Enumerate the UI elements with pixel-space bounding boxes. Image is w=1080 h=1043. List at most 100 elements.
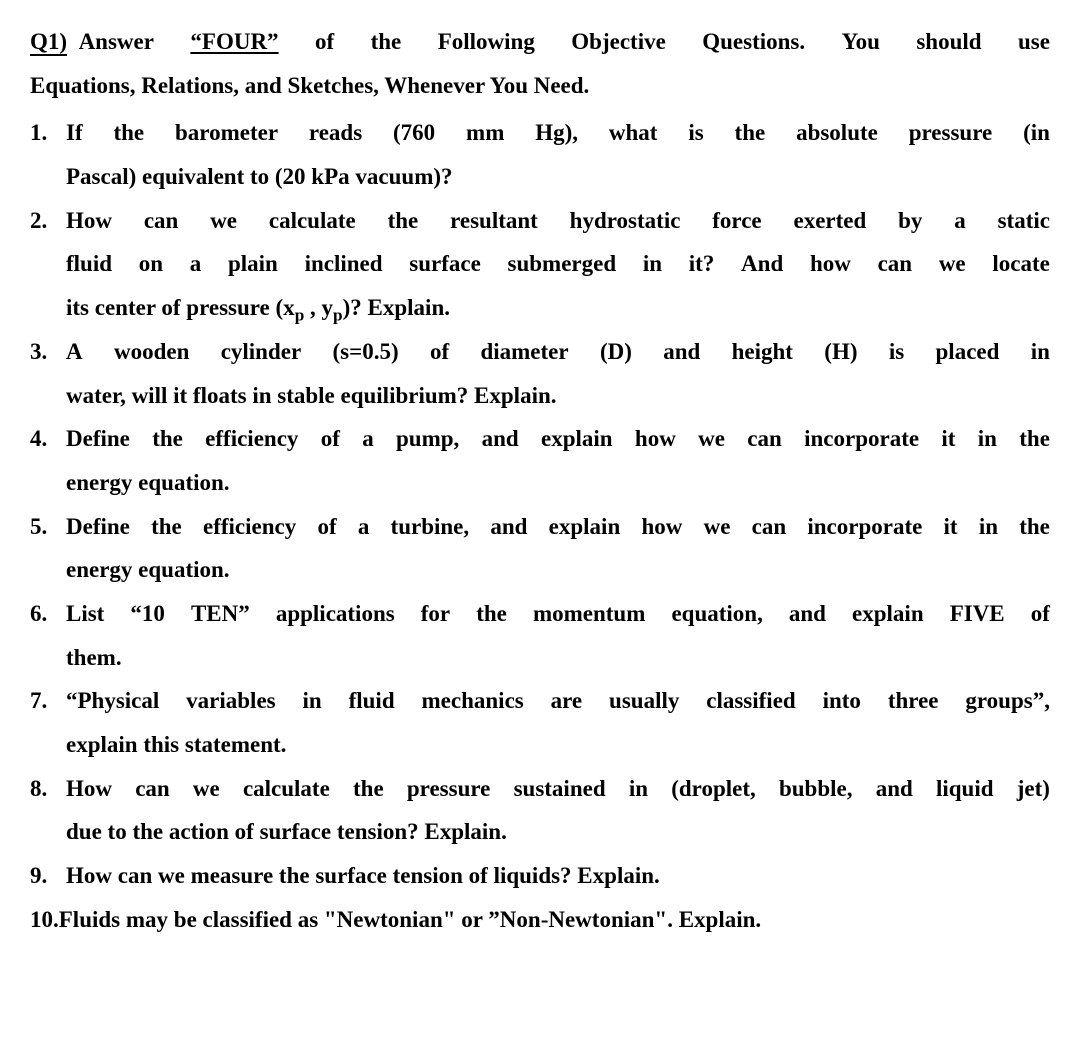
question-item: Ifthebarometerreads(760mmHg),whatistheab… bbox=[30, 111, 1050, 198]
word: the bbox=[151, 505, 182, 549]
header-word: of bbox=[315, 20, 334, 64]
word: efficiency bbox=[203, 505, 296, 549]
word: incorporate bbox=[804, 417, 919, 461]
question-header: Q1) Answer“FOUR”oftheFollowingObjectiveQ… bbox=[30, 20, 1050, 107]
subscript: p bbox=[333, 306, 343, 325]
question-line: Awoodencylinder(s=0.5)ofdiameter(D)andhe… bbox=[66, 330, 1050, 374]
word: it? bbox=[689, 242, 715, 286]
header-word: should bbox=[916, 20, 981, 64]
question-item: Definetheefficiencyofapump,andexplainhow… bbox=[30, 417, 1050, 504]
word: pressure bbox=[407, 767, 491, 811]
question-item: How can we measure the surface tension o… bbox=[30, 854, 1050, 898]
question-line: Definetheefficiencyofaturbine,andexplain… bbox=[66, 505, 1050, 549]
word: in bbox=[979, 505, 998, 549]
word: height bbox=[732, 330, 793, 374]
word: of bbox=[321, 417, 340, 461]
word: plain bbox=[228, 242, 278, 286]
word: usually bbox=[609, 679, 679, 723]
header-word: Questions. bbox=[702, 20, 805, 64]
word: resultant bbox=[450, 199, 538, 243]
word: the bbox=[476, 592, 507, 636]
word: are bbox=[551, 679, 583, 723]
question-line: energy equation. bbox=[66, 461, 1050, 505]
word: explain bbox=[541, 417, 613, 461]
word: in bbox=[303, 679, 322, 723]
word: into bbox=[823, 679, 861, 723]
word: on bbox=[139, 242, 163, 286]
word: applications bbox=[276, 592, 395, 636]
question-line: Pascal) equivalent to (20 kPa vacuum)? bbox=[66, 155, 1050, 199]
question-line: List“10TEN”applicationsforthemomentumequ… bbox=[66, 592, 1050, 636]
word: wooden bbox=[114, 330, 189, 374]
word: And bbox=[741, 242, 783, 286]
word: absolute bbox=[796, 111, 878, 155]
word: we bbox=[698, 417, 725, 461]
header-word: use bbox=[1018, 20, 1050, 64]
question-line: Ifthebarometerreads(760mmHg),whatistheab… bbox=[66, 111, 1050, 155]
word: (s=0.5) bbox=[333, 330, 399, 374]
header-word: “FOUR” bbox=[190, 20, 278, 64]
word: sustained bbox=[514, 767, 606, 811]
word: for bbox=[421, 592, 450, 636]
word: is bbox=[889, 330, 904, 374]
word: Define bbox=[66, 417, 130, 461]
word: how bbox=[810, 242, 851, 286]
word: explain bbox=[549, 505, 621, 549]
q1-label: Q1) bbox=[30, 29, 67, 56]
word: a bbox=[190, 242, 202, 286]
word: inclined bbox=[305, 242, 383, 286]
word: the bbox=[353, 767, 384, 811]
word: and bbox=[663, 330, 700, 374]
word: in bbox=[978, 417, 997, 461]
word: can bbox=[878, 242, 913, 286]
word: barometer bbox=[175, 111, 278, 155]
word: and bbox=[789, 592, 826, 636]
word: classified bbox=[706, 679, 795, 723]
question-line: fluidonaplaininclinedsurfacesubmergedini… bbox=[66, 242, 1050, 286]
word: it bbox=[941, 417, 955, 461]
word: jet) bbox=[1017, 767, 1050, 811]
word: TEN” bbox=[191, 592, 250, 636]
question-item: Definetheefficiencyofaturbine,andexplain… bbox=[30, 505, 1050, 592]
word: three bbox=[888, 679, 939, 723]
word: (760 bbox=[393, 111, 435, 155]
word: FIVE bbox=[950, 592, 1005, 636]
word: the bbox=[113, 111, 144, 155]
word: force bbox=[712, 199, 761, 243]
question-line: them. bbox=[66, 636, 1050, 680]
question-item: 10.Fluids may be classified as "Newtonia… bbox=[30, 898, 1050, 942]
word: momentum bbox=[533, 592, 645, 636]
header-word: Following bbox=[438, 20, 535, 64]
question-line: water, will it floats in stable equilibr… bbox=[66, 374, 1050, 418]
word: groups”, bbox=[965, 679, 1050, 723]
word: can bbox=[135, 767, 170, 811]
word: List bbox=[66, 592, 104, 636]
word: how bbox=[635, 417, 676, 461]
word: (D) bbox=[600, 330, 632, 374]
word: explain bbox=[852, 592, 924, 636]
word: A bbox=[66, 330, 83, 374]
word: can bbox=[144, 199, 179, 243]
word: can bbox=[752, 505, 787, 549]
word: hydrostatic bbox=[570, 199, 681, 243]
word: of bbox=[317, 505, 336, 549]
word: we bbox=[704, 505, 731, 549]
word: how bbox=[641, 505, 682, 549]
word: calculate bbox=[243, 767, 330, 811]
header-word: the bbox=[371, 20, 402, 64]
word: (in bbox=[1023, 111, 1050, 155]
header-word: You bbox=[842, 20, 880, 64]
question-line: How can we measure the surface tension o… bbox=[66, 854, 1050, 898]
word: diameter bbox=[480, 330, 568, 374]
header-line-1: Q1) Answer“FOUR”oftheFollowingObjectiveQ… bbox=[30, 20, 1050, 64]
word: we bbox=[210, 199, 237, 243]
word: a bbox=[358, 505, 370, 549]
word: the bbox=[1019, 417, 1050, 461]
word: the bbox=[735, 111, 766, 155]
question-item: Howcanwecalculatethepressuresustainedin(… bbox=[30, 767, 1050, 854]
header-word: Objective bbox=[571, 20, 666, 64]
word: cylinder bbox=[221, 330, 302, 374]
question-line: Definetheefficiencyofapump,andexplainhow… bbox=[66, 417, 1050, 461]
word: efficiency bbox=[205, 417, 298, 461]
word: is bbox=[688, 111, 703, 155]
